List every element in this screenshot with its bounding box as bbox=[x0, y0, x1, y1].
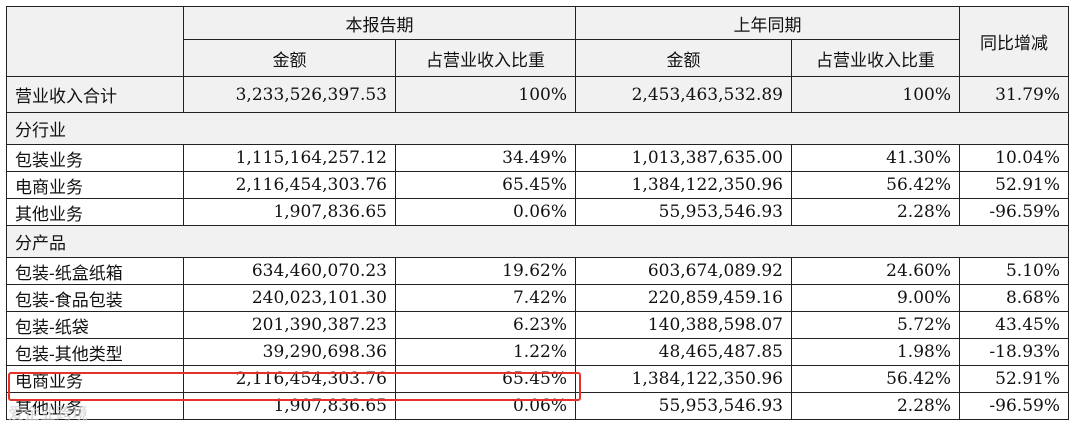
row-label: 包装-其他类型 bbox=[6, 338, 184, 366]
cell-prior-amount: 2,453,463,532.89 bbox=[575, 76, 792, 113]
cell-current-ratio: 65.45% bbox=[395, 365, 576, 393]
row-label: 其他业务 bbox=[6, 198, 184, 226]
revenue-composition-table: 本报告期 上年同期 同比增减 金额 占营业收入比重 金额 占营业收入比重 营业收… bbox=[6, 6, 1069, 420]
cell-prior-amount: 220,859,459.16 bbox=[575, 284, 792, 312]
cell-current-amount: 1,115,164,257.12 bbox=[183, 144, 396, 172]
cell-prior-ratio: 2.28% bbox=[791, 392, 960, 420]
row-label: 包装业务 bbox=[6, 144, 184, 172]
table-row: 电商业务 2,116,454,303.76 65.45% 1,384,122,3… bbox=[6, 171, 1069, 199]
cell-yoy: 5.10% bbox=[959, 257, 1069, 285]
cell-prior-amount: 55,953,546.93 bbox=[575, 392, 792, 420]
cell-prior-ratio: 1.98% bbox=[791, 338, 960, 366]
cell-current-ratio: 1.22% bbox=[395, 338, 576, 366]
header-current-period: 本报告期 bbox=[183, 6, 576, 40]
table-row: 其他业务 1,907,836.65 0.06% 55,953,546.93 2.… bbox=[6, 392, 1069, 420]
cell-current-amount: 1,907,836.65 bbox=[183, 392, 396, 420]
header-prior-period: 上年同期 bbox=[575, 6, 960, 40]
cell-yoy: 10.04% bbox=[959, 144, 1069, 172]
cell-prior-amount: 1,384,122,350.96 bbox=[575, 365, 792, 393]
header-prior-ratio: 占营业收入比重 bbox=[791, 39, 960, 77]
cell-yoy: 52.91% bbox=[959, 171, 1069, 199]
cell-prior-ratio: 9.00% bbox=[791, 284, 960, 312]
table-row: 其他业务 1,907,836.65 0.06% 55,953,546.93 2.… bbox=[6, 198, 1069, 226]
table-row: 包装-纸袋 201,390,387.23 6.23% 140,388,598.0… bbox=[6, 311, 1069, 339]
cell-current-amount: 2,116,454,303.76 bbox=[183, 365, 396, 393]
cell-prior-ratio: 24.60% bbox=[791, 257, 960, 285]
cell-prior-ratio: 5.72% bbox=[791, 311, 960, 339]
cell-current-ratio: 100% bbox=[395, 76, 576, 113]
cell-current-ratio: 34.49% bbox=[395, 144, 576, 172]
row-label: 其他业务 bbox=[6, 392, 184, 420]
header-current-ratio: 占营业收入比重 bbox=[395, 39, 576, 77]
cell-yoy: -18.93% bbox=[959, 338, 1069, 366]
cell-prior-amount: 140,388,598.07 bbox=[575, 311, 792, 339]
cell-current-amount: 3,233,526,397.53 bbox=[183, 76, 396, 113]
section-row-product: 分产品 bbox=[6, 225, 1069, 258]
section-label: 分行业 bbox=[6, 112, 1069, 145]
row-label: 营业收入合计 bbox=[6, 76, 184, 113]
cell-current-amount: 240,023,101.30 bbox=[183, 284, 396, 312]
cell-prior-ratio: 56.42% bbox=[791, 171, 960, 199]
cell-current-ratio: 65.45% bbox=[395, 171, 576, 199]
cell-prior-ratio: 2.28% bbox=[791, 198, 960, 226]
cell-yoy: -96.59% bbox=[959, 392, 1069, 420]
cell-yoy: 8.68% bbox=[959, 284, 1069, 312]
watermark: 爱企业跨境 bbox=[8, 404, 89, 423]
cell-current-amount: 2,116,454,303.76 bbox=[183, 171, 396, 199]
cell-prior-amount: 603,674,089.92 bbox=[575, 257, 792, 285]
cell-prior-ratio: 56.42% bbox=[791, 365, 960, 393]
row-label: 包装-纸袋 bbox=[6, 311, 184, 339]
section-label: 分产品 bbox=[6, 225, 1069, 258]
table-row: 包装-纸盒纸箱 634,460,070.23 19.62% 603,674,08… bbox=[6, 257, 1069, 285]
cell-current-ratio: 6.23% bbox=[395, 311, 576, 339]
cell-yoy: 52.91% bbox=[959, 365, 1069, 393]
cell-prior-ratio: 41.30% bbox=[791, 144, 960, 172]
cell-current-amount: 39,290,698.36 bbox=[183, 338, 396, 366]
header-yoy: 同比增减 bbox=[959, 6, 1069, 77]
cell-yoy: 31.79% bbox=[959, 76, 1069, 113]
row-label: 包装-食品包装 bbox=[6, 284, 184, 312]
table-row-highlighted: 电商业务 2,116,454,303.76 65.45% 1,384,122,3… bbox=[6, 365, 1069, 393]
cell-current-ratio: 19.62% bbox=[395, 257, 576, 285]
cell-current-amount: 634,460,070.23 bbox=[183, 257, 396, 285]
cell-prior-amount: 1,384,122,350.96 bbox=[575, 171, 792, 199]
cell-prior-amount: 55,953,546.93 bbox=[575, 198, 792, 226]
header-current-amount: 金额 bbox=[183, 39, 396, 77]
cell-yoy: -96.59% bbox=[959, 198, 1069, 226]
cell-current-ratio: 7.42% bbox=[395, 284, 576, 312]
cell-prior-amount: 48,465,487.85 bbox=[575, 338, 792, 366]
row-label: 电商业务 bbox=[6, 365, 184, 393]
cell-current-ratio: 0.06% bbox=[395, 198, 576, 226]
cell-yoy: 43.45% bbox=[959, 311, 1069, 339]
header-prior-amount: 金额 bbox=[575, 39, 792, 77]
table-row-total: 营业收入合计 3,233,526,397.53 100% 2,453,463,5… bbox=[6, 76, 1069, 113]
cell-current-ratio: 0.06% bbox=[395, 392, 576, 420]
table-row: 包装-食品包装 240,023,101.30 7.42% 220,859,459… bbox=[6, 284, 1069, 312]
cell-prior-ratio: 100% bbox=[791, 76, 960, 113]
table-row: 包装-其他类型 39,290,698.36 1.22% 48,465,487.8… bbox=[6, 338, 1069, 366]
header-blank-cell bbox=[6, 6, 184, 77]
row-label: 包装-纸盒纸箱 bbox=[6, 257, 184, 285]
cell-current-amount: 1,907,836.65 bbox=[183, 198, 396, 226]
table-row: 包装业务 1,115,164,257.12 34.49% 1,013,387,6… bbox=[6, 144, 1069, 172]
cell-current-amount: 201,390,387.23 bbox=[183, 311, 396, 339]
section-row-industry: 分行业 bbox=[6, 112, 1069, 145]
row-label: 电商业务 bbox=[6, 171, 184, 199]
cell-prior-amount: 1,013,387,635.00 bbox=[575, 144, 792, 172]
